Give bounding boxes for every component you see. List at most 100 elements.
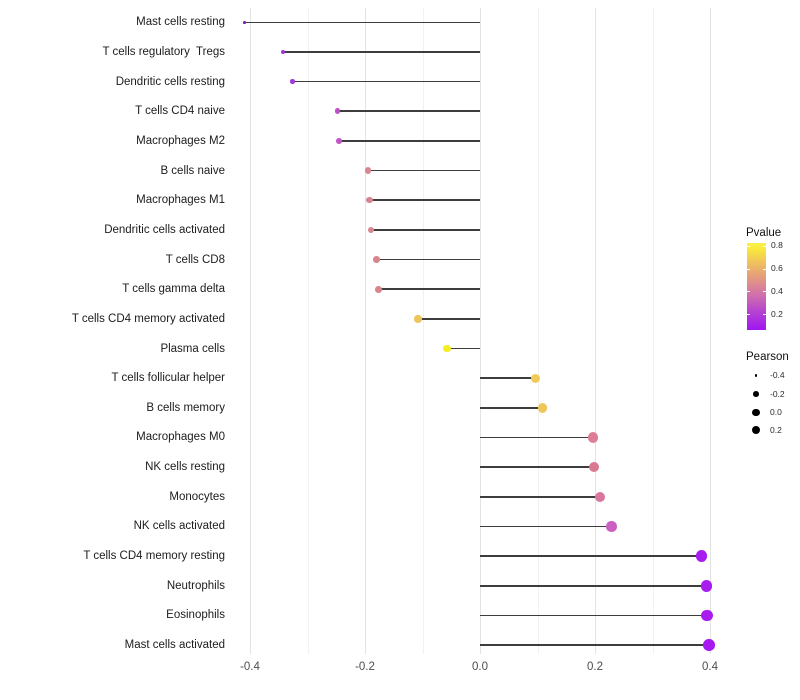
pearson-legend-dot — [753, 391, 759, 397]
lollipop-segment — [480, 525, 612, 528]
y-axis-label: B cells naive — [160, 164, 225, 177]
y-axis-label: Macrophages M2 — [136, 134, 225, 147]
lollipop-dot — [290, 79, 295, 84]
colorbar-tick — [747, 291, 750, 293]
y-axis-label: T cells follicular helper — [111, 372, 225, 385]
pearson-legend-label: 0.0 — [770, 406, 782, 417]
y-axis-label: T cells gamma delta — [122, 283, 225, 296]
pearson-legend-dot — [751, 425, 761, 435]
y-axis-label: Plasma cells — [160, 342, 225, 355]
lollipop-segment — [480, 377, 536, 379]
colorbar-tick — [763, 245, 766, 247]
lollipop-dot — [336, 138, 342, 144]
pearson-legend-label: -0.4 — [770, 370, 785, 381]
y-axis-label: Macrophages M0 — [136, 431, 225, 444]
x-axis-tick-label: -0.2 — [355, 661, 375, 673]
gridline-minor — [537, 8, 539, 654]
lollipop-dot — [373, 256, 380, 263]
lollipop-segment — [376, 258, 480, 261]
gridline-major — [365, 8, 366, 654]
lollipop-segment — [480, 436, 593, 439]
y-axis-label: B cells memory — [146, 401, 225, 414]
y-axis-label: Mast cells resting — [136, 16, 225, 29]
pearson-legend-title: Pearson — [746, 351, 789, 363]
colorbar-tick — [763, 314, 766, 316]
y-axis-label: Mast cells activated — [124, 639, 225, 652]
lollipop-dot — [366, 197, 373, 204]
pearson-legend-label: 0.2 — [770, 424, 782, 435]
lollipop-segment — [339, 140, 480, 142]
lollipop-dot — [531, 373, 541, 383]
lollipop-segment — [282, 51, 480, 53]
lollipop-segment — [480, 644, 709, 646]
gridline-major — [710, 8, 711, 654]
y-axis-label: T cells CD4 memory resting — [83, 550, 225, 563]
y-axis-label: NK cells resting — [145, 461, 225, 474]
y-axis-label: T cells CD4 naive — [135, 105, 225, 118]
lollipop-dot — [375, 285, 383, 293]
colorbar-tick-label: 0.2 — [771, 308, 783, 319]
lollipop-segment — [480, 466, 595, 468]
lollipop-segment — [417, 318, 480, 320]
lollipop-dot — [703, 639, 715, 651]
gridline-minor — [307, 8, 309, 654]
colorbar-tick-label: 0.4 — [771, 285, 783, 296]
y-axis-label: Dendritic cells activated — [104, 223, 225, 236]
y-axis-label: Monocytes — [169, 490, 225, 503]
lollipop-dot — [695, 550, 708, 562]
gridline-minor — [652, 8, 654, 654]
lollipop-dot — [700, 580, 713, 592]
lollipop-dot — [242, 21, 246, 24]
lollipop-segment — [480, 584, 707, 587]
x-axis-tick-label: 0.4 — [702, 661, 718, 673]
lollipop-segment — [244, 21, 480, 24]
lollipop-dot — [442, 344, 451, 353]
pearson-legend-dot — [752, 408, 760, 416]
lollipop-dot — [334, 108, 341, 115]
lollipop-dot — [367, 226, 374, 234]
y-axis-label: Eosinophils — [166, 609, 225, 622]
y-axis-label: Dendritic cells resting — [115, 75, 225, 88]
gridline-major — [250, 8, 251, 654]
lollipop-dot — [280, 49, 285, 55]
lollipop-dot — [537, 403, 548, 413]
lollipop-dot — [595, 491, 606, 502]
lollipop-segment — [378, 288, 480, 290]
colorbar-tick — [763, 268, 766, 270]
gridline-major — [480, 8, 481, 654]
lollipop-segment — [292, 80, 480, 83]
x-axis-tick-label: 0.0 — [472, 661, 488, 673]
x-axis-tick-label: 0.2 — [587, 661, 603, 673]
colorbar-tick — [747, 268, 750, 270]
lollipop-dot — [414, 315, 422, 323]
lollipop-dot — [589, 462, 600, 473]
y-axis-label: T cells CD4 memory activated — [71, 312, 225, 325]
colorbar-tick — [747, 245, 750, 247]
gridline-minor — [422, 8, 424, 654]
y-axis-label: T cells CD8 — [165, 253, 225, 266]
lollipop-dot — [364, 167, 372, 174]
colorbar-tick — [747, 314, 750, 316]
lollipop-segment — [480, 555, 702, 557]
lollipop-dot — [606, 521, 617, 532]
lollipop-dot — [587, 432, 598, 443]
lollipop-segment — [480, 614, 708, 617]
colorbar-tick-label: 0.6 — [771, 263, 783, 274]
y-axis-label: NK cells activated — [133, 520, 225, 533]
lollipop-segment — [480, 496, 601, 498]
x-axis-tick-label: -0.4 — [240, 661, 260, 673]
lollipop-segment — [480, 407, 543, 409]
pearson-legend-label: -0.2 — [770, 388, 785, 399]
colorbar-tick-label: 0.8 — [771, 240, 783, 251]
lollipop-segment — [369, 199, 480, 202]
lollipop-segment — [337, 110, 480, 113]
lollipop-segment — [370, 229, 480, 231]
y-axis-label: Neutrophils — [166, 579, 225, 592]
pvalue-colorbar — [747, 243, 766, 330]
pearson-legend-dot — [754, 374, 758, 378]
colorbar-tick — [763, 291, 766, 293]
y-axis-label: Macrophages M1 — [136, 194, 225, 207]
lollipop-segment — [367, 169, 480, 172]
pvalue-legend-title: Pvalue — [746, 227, 782, 239]
